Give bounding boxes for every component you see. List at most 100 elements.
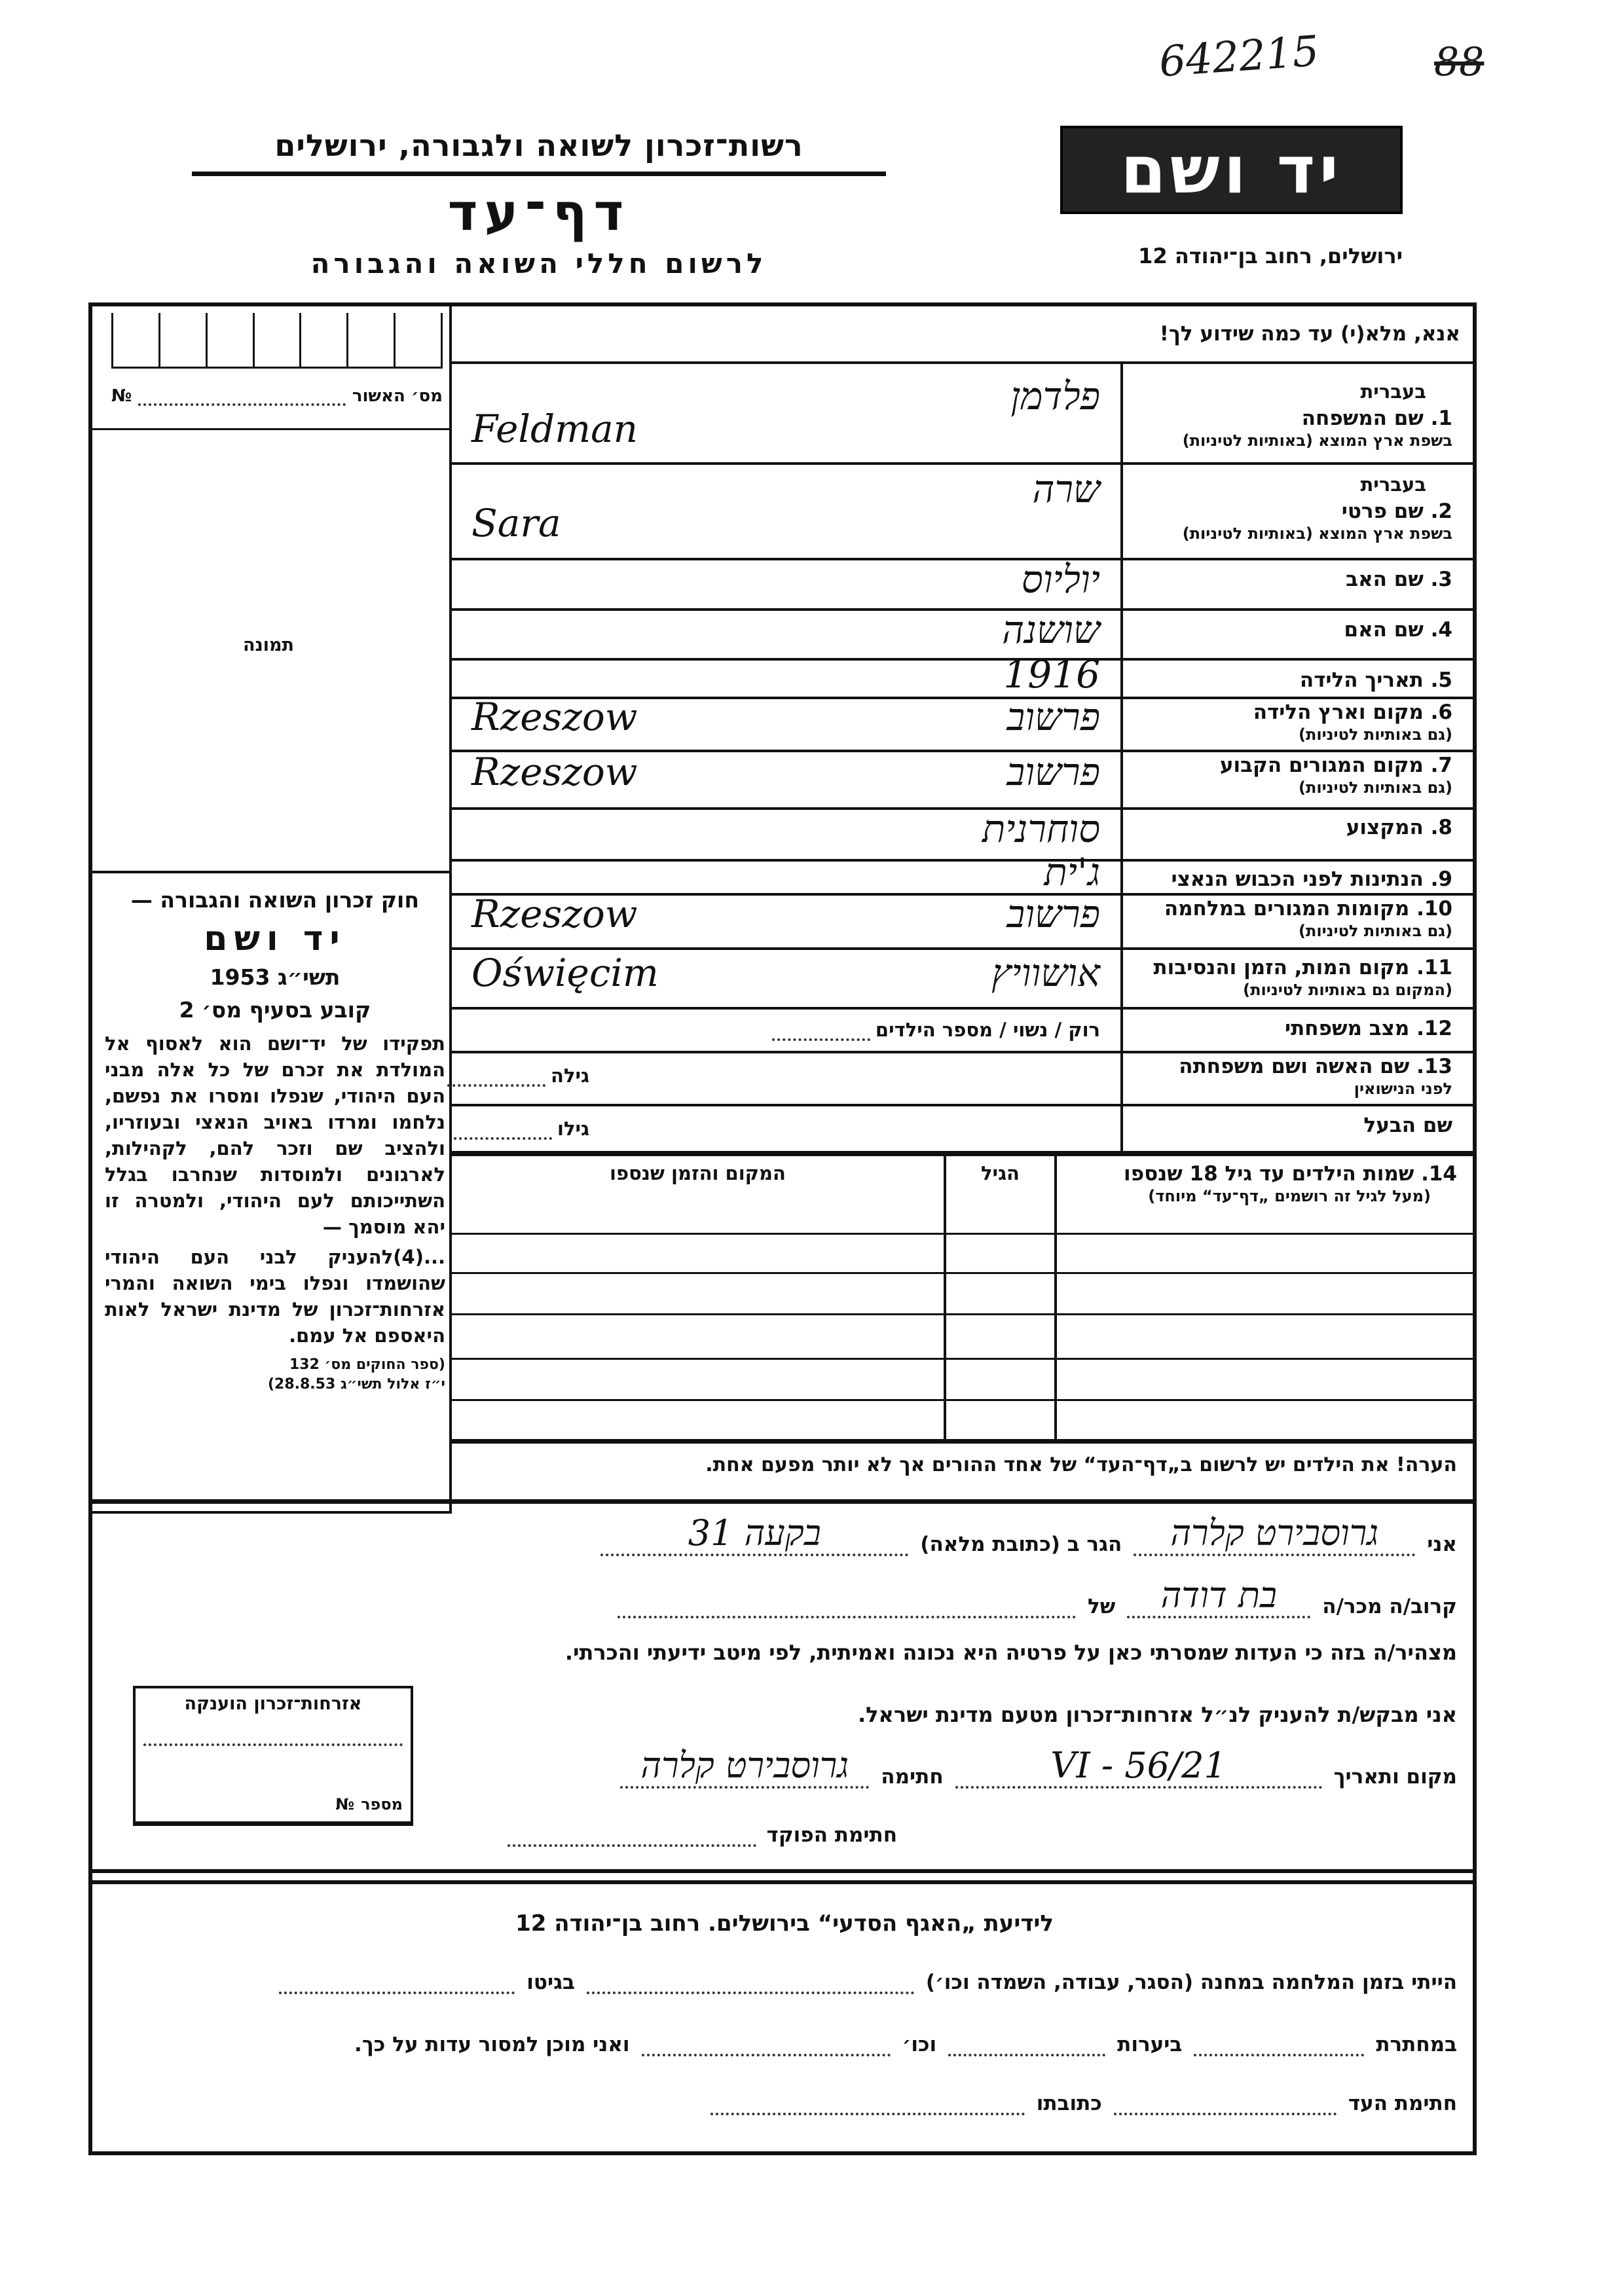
hebrew-value-field[interactable]: אושוויץ bbox=[991, 951, 1100, 995]
child-row-divider bbox=[451, 1399, 1477, 1401]
latin-value-field[interactable]: Feldman bbox=[471, 406, 638, 451]
field-number: 3. bbox=[1430, 568, 1452, 591]
place-date-label: מקום ותאריך bbox=[1333, 1765, 1457, 1789]
field-label-main: 13. שם האשה ושם משפחתה bbox=[1179, 1055, 1452, 1078]
witness-signature-field[interactable] bbox=[1113, 2109, 1337, 2115]
printed-field-blank[interactable] bbox=[454, 1133, 552, 1140]
ghetto-field[interactable] bbox=[279, 1988, 515, 1994]
field-number: 6. bbox=[1430, 701, 1452, 724]
relation-field[interactable]: בת דודה bbox=[1127, 1575, 1311, 1618]
camp-field[interactable] bbox=[586, 1988, 914, 1994]
left-column-divider bbox=[449, 302, 452, 1514]
printed-field[interactable]: גילו bbox=[454, 1118, 589, 1140]
field-row-divider bbox=[451, 1051, 1477, 1053]
stamp-line bbox=[143, 1743, 403, 1746]
field-label-main: 7. מקום המגורים הקבוע bbox=[1220, 754, 1452, 777]
field-number: 11. bbox=[1416, 956, 1452, 979]
field-label-main: 10. מקומות המגורים במלחמה bbox=[1164, 897, 1452, 920]
field-label-main: 8. המקצוע bbox=[1346, 816, 1452, 839]
left-column-bottom bbox=[92, 1511, 449, 1514]
hebrew-value-field[interactable]: יוליוס bbox=[1021, 557, 1100, 602]
witness-address-field[interactable] bbox=[710, 2109, 1025, 2115]
law-name: יד ושם bbox=[204, 919, 346, 958]
hebrew-value-field[interactable]: סוחרנית bbox=[982, 807, 1100, 851]
instruction-divider bbox=[451, 361, 1477, 364]
underground-field[interactable] bbox=[1194, 2050, 1365, 2056]
place-column-header: המקום והזמן שנספו bbox=[610, 1162, 786, 1184]
hebrew-value-field[interactable]: פלדמן bbox=[1010, 374, 1100, 418]
witness-name-line: אני גרוסבירט קלרה הגר ב (כתובת מלאה) בקע… bbox=[600, 1512, 1457, 1556]
hebrew-value-field[interactable]: פרשוב bbox=[1006, 891, 1100, 936]
field-sublabel: (גם באותיות לטיניות) bbox=[1299, 778, 1452, 797]
printed-field[interactable]: גילה bbox=[447, 1065, 589, 1087]
header-address: ירושלים, רחוב בן־יהודה 12 bbox=[1138, 244, 1403, 268]
field-number: 1. bbox=[1430, 407, 1452, 430]
children-bottom-border bbox=[451, 1439, 1477, 1444]
section-divider-1 bbox=[92, 1869, 1477, 1873]
stamp-number-field[interactable]: מספר № bbox=[143, 1795, 403, 1813]
hebrew-value-field[interactable]: פרשוב bbox=[1006, 750, 1100, 794]
hebrew-value-field[interactable]: פרשוב bbox=[1006, 694, 1100, 739]
law-year: תשי״ג 1953 bbox=[210, 964, 341, 990]
label-column-divider bbox=[1120, 361, 1123, 1151]
field-label-text: הנתינות לפני הכבוש הנאצי bbox=[1171, 867, 1424, 891]
latin-value-field[interactable]: Rzeszow bbox=[471, 694, 638, 739]
latin-value-field[interactable]: Rzeszow bbox=[471, 750, 638, 794]
official-signature-field[interactable] bbox=[507, 1840, 756, 1847]
printed-field[interactable]: רוק / נשוי / מספר הילדים bbox=[771, 1019, 1100, 1041]
approval-code-boxes bbox=[111, 313, 443, 369]
law-footnote-2: י״ז אלול תשי״ג 28.8.53) bbox=[267, 1376, 445, 1393]
signature-field[interactable]: גרוסבירט קלרה bbox=[620, 1745, 870, 1789]
latin-value-field[interactable]: Rzeszow bbox=[471, 891, 638, 936]
field-sublabel: (גם באותיות לטיניות) bbox=[1299, 725, 1452, 744]
approval-number-label: מס׳ האשור bbox=[352, 386, 443, 406]
field-label-main: 2. שם פרטי bbox=[1342, 500, 1452, 523]
field-label-main: 6. מקום וארץ הלידה bbox=[1253, 701, 1452, 724]
field-row-divider bbox=[451, 658, 1477, 661]
field-row-divider bbox=[451, 462, 1477, 465]
hebrew-value-field[interactable]: 1916 bbox=[1003, 651, 1100, 697]
etc-label: וכו׳ bbox=[902, 2033, 937, 2056]
printed-field-blank[interactable] bbox=[447, 1080, 546, 1087]
logo-text: יד ושם bbox=[1120, 132, 1342, 208]
latin-value-field[interactable]: Oświęcim bbox=[471, 951, 659, 995]
field-label: 5. תאריך הלידה bbox=[1300, 668, 1452, 692]
field-label-text: שם פרטי bbox=[1341, 500, 1424, 523]
relation-label: קרוב/ה מכר/ה bbox=[1322, 1595, 1457, 1618]
field-number: 13. bbox=[1416, 1055, 1452, 1078]
of-label: של bbox=[1088, 1595, 1116, 1618]
field-label-main: 12. מצב משפחתי bbox=[1285, 1017, 1452, 1040]
field-row-divider bbox=[451, 608, 1477, 611]
official-signature-label: חתימת הפוקד bbox=[766, 1823, 897, 1847]
etc-field[interactable] bbox=[641, 2050, 891, 2056]
field-row-divider bbox=[451, 697, 1477, 699]
printed-field-blank[interactable] bbox=[771, 1034, 870, 1041]
hebrew-value-field[interactable]: שרה bbox=[1032, 467, 1100, 511]
field-row-divider bbox=[451, 558, 1477, 560]
official-signature-line: חתימת הפוקד bbox=[507, 1823, 897, 1847]
field-row-divider bbox=[451, 807, 1477, 810]
witness-name-field[interactable]: גרוסבירט קלרה bbox=[1134, 1512, 1416, 1556]
field-label: 6. מקום וארץ הלידה (גם באותיות לטיניות) bbox=[1253, 701, 1452, 744]
field-label-text: תאריך הלידה bbox=[1299, 668, 1424, 692]
hebrew-value-field[interactable]: ג'ית bbox=[1044, 849, 1100, 894]
field-number: 2. bbox=[1430, 500, 1452, 523]
law-block: חוק זכרון השואה והגבורה — יד ושם תשי״ג 1… bbox=[105, 884, 445, 1394]
yad-vashem-logo: יד ושם bbox=[1060, 126, 1403, 214]
of-field[interactable] bbox=[618, 1612, 1076, 1618]
hebrew-value-field[interactable]: שושנה bbox=[1002, 607, 1100, 652]
child-row-divider bbox=[451, 1358, 1477, 1360]
approval-divider bbox=[92, 428, 449, 430]
address-field[interactable]: בקעה 31 bbox=[600, 1512, 909, 1556]
handwritten-reference-number: 642215 bbox=[1157, 27, 1321, 87]
place-date-field[interactable]: 21/VI - 56 bbox=[955, 1745, 1322, 1789]
law-body-continued: ...(4)להעניק לבני העם היהודי שהושמדו ונפ… bbox=[105, 1246, 445, 1347]
camp-line: הייתי בזמן המלחמה במחנה (הסגר, עבודה, הש… bbox=[279, 1971, 1457, 1994]
stamp-title: אזרחות־זכרון הוענקה bbox=[184, 1694, 362, 1714]
field-number: 7. bbox=[1430, 754, 1452, 777]
approval-number-field[interactable]: מס׳ האשור № bbox=[111, 386, 443, 406]
statement-text: מצהיר/ה בזה כי העדות שמסרתי כאן על פרטיה… bbox=[564, 1640, 1457, 1665]
field-number: 9. bbox=[1430, 867, 1452, 891]
forests-field[interactable] bbox=[948, 2050, 1106, 2056]
latin-value-field[interactable]: Sara bbox=[471, 500, 561, 545]
